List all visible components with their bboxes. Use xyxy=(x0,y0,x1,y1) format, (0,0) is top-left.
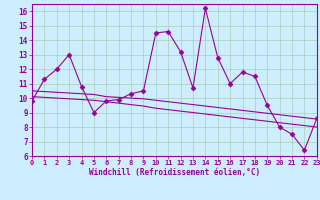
X-axis label: Windchill (Refroidissement éolien,°C): Windchill (Refroidissement éolien,°C) xyxy=(89,168,260,177)
